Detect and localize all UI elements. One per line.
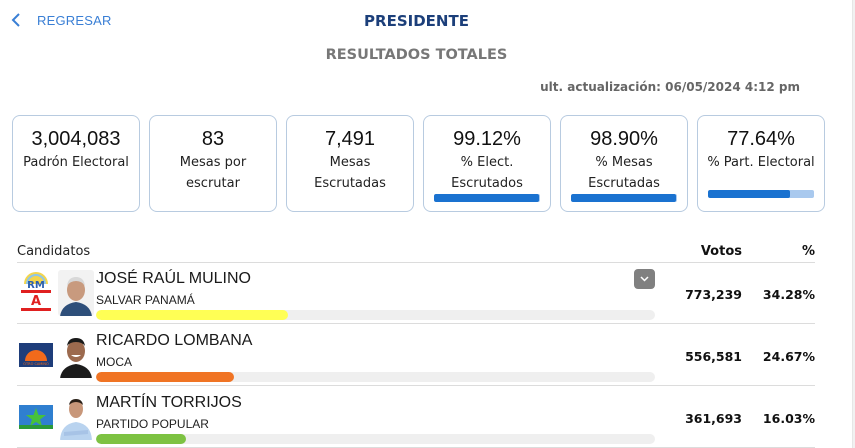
expand-button[interactable] <box>634 269 655 289</box>
otro-camino-logo: OTRO CAMINO <box>19 343 53 367</box>
candidate-party: SALVAR PANAMÁ <box>96 293 195 307</box>
results-table-header: Candidatos Votos % <box>17 244 815 263</box>
header-votes: Votos <box>700 244 742 259</box>
stat-label: Mesas por escrutar <box>179 155 247 191</box>
candidate-row[interactable]: RM A JOSÉ RAÚL MULINO SALVAR PANAMÁ 773,… <box>17 263 815 324</box>
page-title: PRESIDENTE <box>364 12 469 30</box>
stat-value: 99.12% <box>453 128 521 150</box>
candidate-percent: 24.67% <box>762 349 815 364</box>
page-subtitle: RESULTADOS TOTALES <box>325 47 508 63</box>
svg-text:OTRO CAMINO: OTRO CAMINO <box>23 362 49 366</box>
candidate-name: MARTÍN TORRIJOS <box>96 394 242 411</box>
chevron-left-icon <box>11 13 20 27</box>
vote-share-bar <box>96 372 655 382</box>
vote-share-fill <box>96 310 288 320</box>
stat-value: 77.64% <box>727 128 795 150</box>
realizando-metas-alianza-logo: RM A <box>21 272 51 311</box>
svg-text:A: A <box>31 294 41 309</box>
candidate-name: RICARDO LOMBANA <box>96 332 253 349</box>
stat-value: 98.90% <box>590 128 658 150</box>
progress-fill <box>571 194 676 202</box>
candidate-percent: 16.03% <box>762 411 815 426</box>
stat-label: Padrón Electoral <box>23 155 129 170</box>
page-scrollbar[interactable] <box>852 0 855 448</box>
stat-card-mesas-por-escrutar: 83 Mesas por escrutar <box>149 115 277 212</box>
progress-fill <box>434 194 540 202</box>
vote-share-fill <box>96 372 234 382</box>
stat-label: % Part. Electoral <box>707 155 815 170</box>
stat-card-elect-escrutados: 99.12% % Elect. Escrutados <box>423 115 551 212</box>
stat-card-mesas-escrutadas-pct: 98.90% % Mesas Escrutadas <box>560 115 688 212</box>
stat-label: Mesas Escrutadas <box>314 155 386 191</box>
candidate-party: MOCA <box>96 355 132 369</box>
progress-fill <box>708 190 791 198</box>
svg-text:RM: RM <box>27 280 45 291</box>
stat-label: % Mesas Escrutadas <box>588 155 660 191</box>
candidate-votes: 773,239 <box>685 287 742 302</box>
stats-cards: 3,004,083 Padrón Electoral 83 Mesas por … <box>12 115 825 212</box>
vote-share-bar <box>96 434 655 444</box>
header-candidates: Candidatos <box>17 244 91 259</box>
partido-popular-logo <box>19 405 53 429</box>
back-button[interactable]: REGRESAR <box>10 12 112 28</box>
stat-card-participacion: 77.64% % Part. Electoral <box>697 115 825 212</box>
candidate-party: PARTIDO POPULAR <box>96 417 209 431</box>
progress-bar <box>571 194 677 202</box>
candidate-percent: 34.28% <box>762 287 815 302</box>
stat-card-mesas-escrutadas: 7,491 Mesas Escrutadas <box>286 115 414 212</box>
chevron-down-icon <box>640 276 649 282</box>
candidate-photo <box>58 394 94 440</box>
candidate-votes: 556,581 <box>685 349 742 364</box>
last-update-timestamp: ult. actualización: 06/05/2024 4:12 pm <box>540 80 800 94</box>
candidate-votes: 361,693 <box>685 411 742 426</box>
stat-value: 7,491 <box>324 128 376 150</box>
back-label: REGRESAR <box>37 12 112 28</box>
progress-bar <box>434 194 540 202</box>
vote-share-bar <box>96 310 655 320</box>
candidate-row[interactable]: OTRO CAMINO RICARDO LOMBANA MOCA 556,581… <box>17 325 815 386</box>
vote-share-fill <box>96 434 186 444</box>
progress-bar <box>708 190 814 198</box>
stat-label: % Elect. Escrutados <box>451 155 523 191</box>
header-percent: % <box>801 244 815 259</box>
candidate-photo <box>58 332 94 378</box>
candidate-name: JOSÉ RAÚL MULINO <box>96 270 251 287</box>
candidate-row[interactable]: MARTÍN TORRIJOS PARTIDO POPULAR 361,693 … <box>17 387 815 448</box>
candidate-photo <box>58 270 94 316</box>
stat-card-padron: 3,004,083 Padrón Electoral <box>12 115 140 212</box>
stat-value: 83 <box>201 128 225 150</box>
stat-value: 3,004,083 <box>31 128 121 150</box>
